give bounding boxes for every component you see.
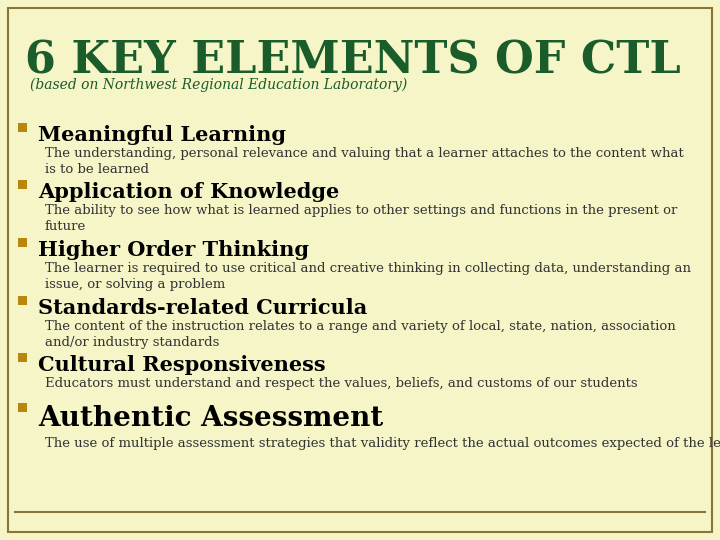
Text: Meaningful Learning: Meaningful Learning [38,125,286,145]
Text: The learner is required to use critical and creative thinking in collecting data: The learner is required to use critical … [45,262,691,291]
Bar [18,353,27,362]
Text: 6 KEY ELEMENTS OF CTL: 6 KEY ELEMENTS OF CTL [25,40,680,83]
Bar [18,180,27,189]
Text: The understanding, personal relevance and valuing that a learner attaches to the: The understanding, personal relevance an… [45,147,684,176]
Text: Educators must understand and respect the values, beliefs, and customs of our st: Educators must understand and respect th… [45,377,638,390]
Text: The content of the instruction relates to a range and variety of local, state, n: The content of the instruction relates t… [45,320,676,349]
Text: The ability to see how what is learned applies to other settings and functions i: The ability to see how what is learned a… [45,204,678,233]
Text: Standards-related Curricula: Standards-related Curricula [38,298,367,318]
Bar [18,238,27,247]
Bar [18,123,27,132]
Text: (based on Northwest Regional Education Laboratory): (based on Northwest Regional Education L… [30,78,408,92]
Text: Higher Order Thinking: Higher Order Thinking [38,240,309,260]
Bar [18,296,27,305]
Text: Cultural Responsiveness: Cultural Responsiveness [38,355,325,375]
Text: Authentic Assessment: Authentic Assessment [38,405,383,432]
Text: Application of Knowledge: Application of Knowledge [38,182,339,202]
Text: The use of multiple assessment strategies that validity reflect the actual outco: The use of multiple assessment strategie… [45,437,720,450]
Bar [18,403,27,412]
